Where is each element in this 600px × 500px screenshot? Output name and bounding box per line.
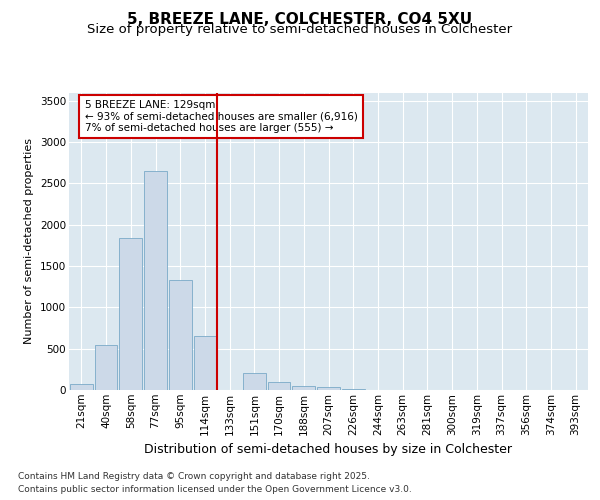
Bar bbox=[342, 389, 365, 390]
Bar bbox=[292, 386, 315, 390]
Text: Size of property relative to semi-detached houses in Colchester: Size of property relative to semi-detach… bbox=[88, 22, 512, 36]
Text: Contains public sector information licensed under the Open Government Licence v3: Contains public sector information licen… bbox=[18, 485, 412, 494]
Bar bbox=[194, 336, 216, 390]
Y-axis label: Number of semi-detached properties: Number of semi-detached properties bbox=[25, 138, 34, 344]
Bar bbox=[317, 387, 340, 390]
Text: Contains HM Land Registry data © Crown copyright and database right 2025.: Contains HM Land Registry data © Crown c… bbox=[18, 472, 370, 481]
Bar bbox=[243, 374, 266, 390]
Bar bbox=[144, 171, 167, 390]
Text: 5 BREEZE LANE: 129sqm
← 93% of semi-detached houses are smaller (6,916)
7% of se: 5 BREEZE LANE: 129sqm ← 93% of semi-deta… bbox=[85, 100, 358, 133]
X-axis label: Distribution of semi-detached houses by size in Colchester: Distribution of semi-detached houses by … bbox=[145, 443, 512, 456]
Bar bbox=[95, 346, 118, 390]
Text: 5, BREEZE LANE, COLCHESTER, CO4 5XU: 5, BREEZE LANE, COLCHESTER, CO4 5XU bbox=[127, 12, 473, 28]
Bar bbox=[70, 384, 93, 390]
Bar bbox=[268, 382, 290, 390]
Bar bbox=[119, 238, 142, 390]
Bar bbox=[169, 280, 191, 390]
